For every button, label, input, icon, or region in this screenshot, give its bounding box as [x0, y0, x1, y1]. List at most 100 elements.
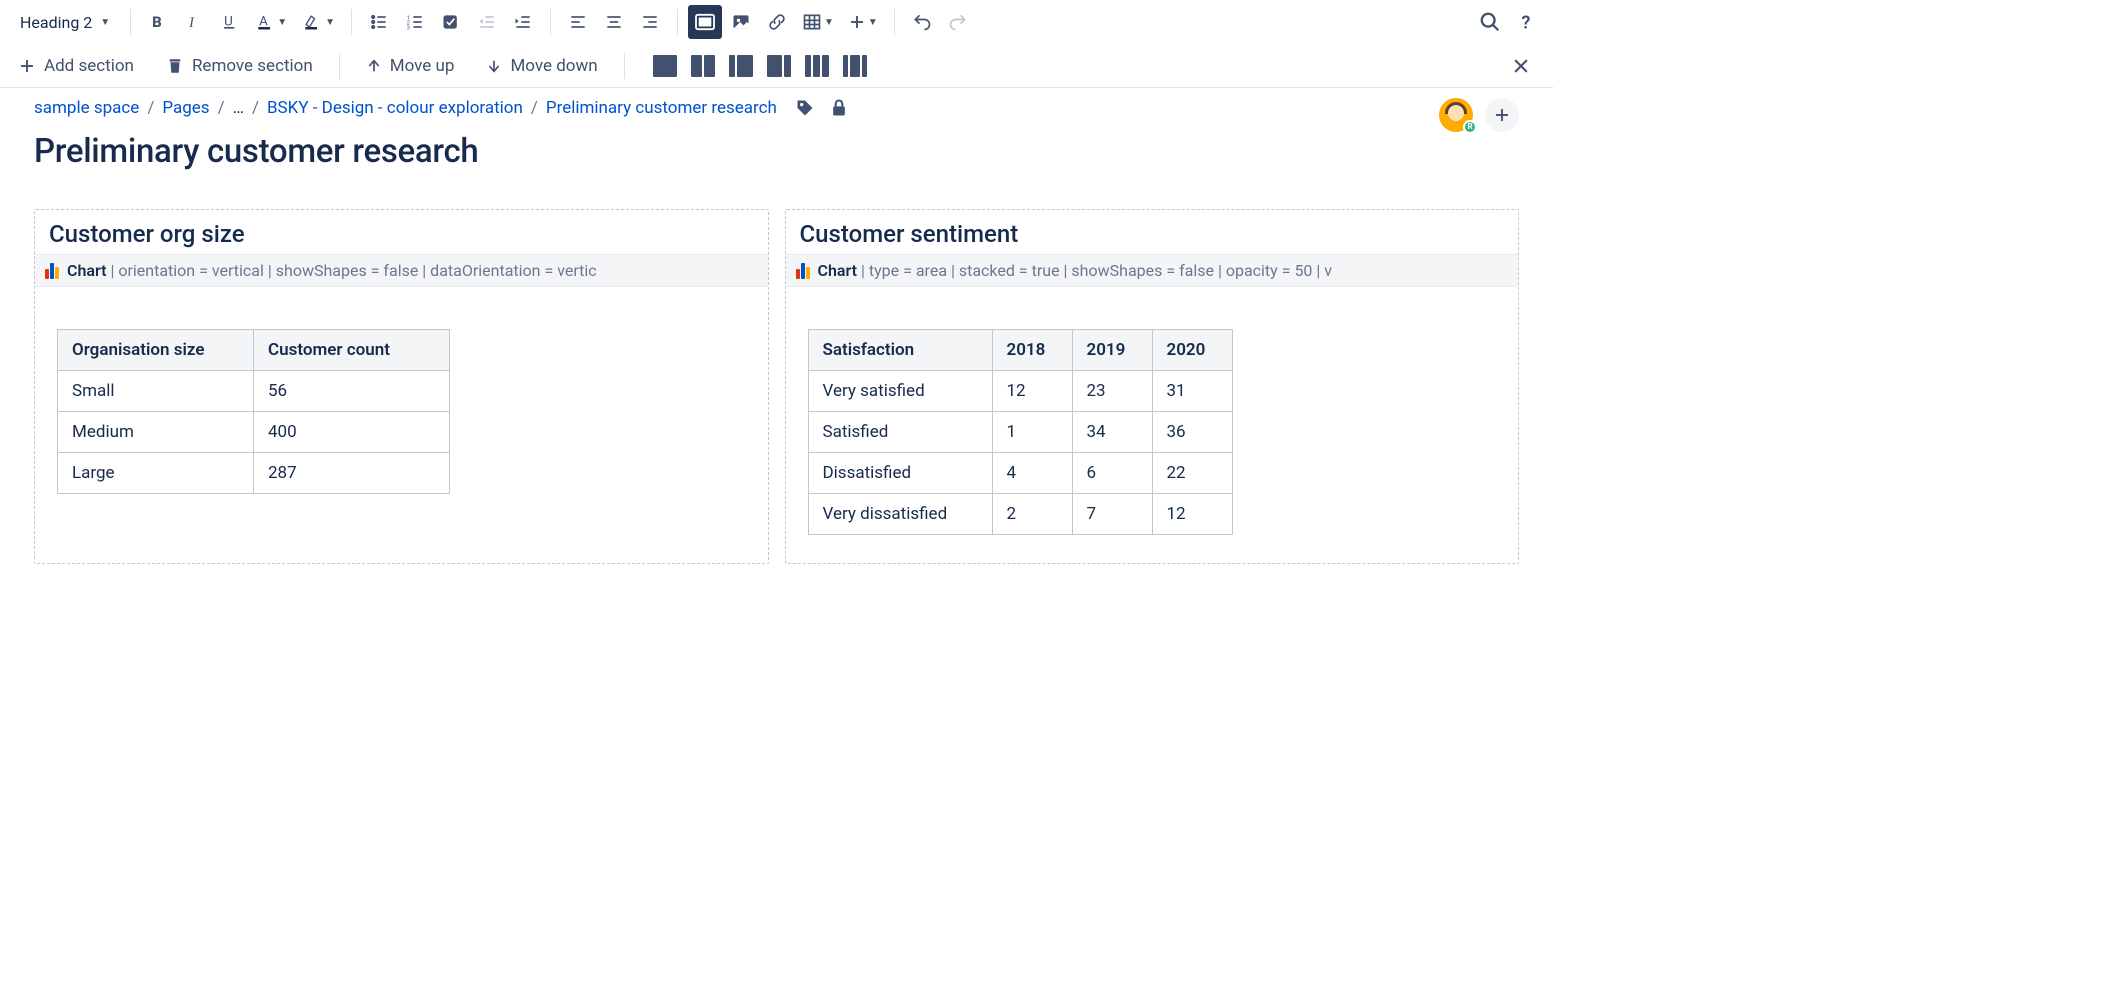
separator	[339, 53, 340, 79]
move-up-label: Move up	[390, 56, 455, 76]
text-style-dropdown[interactable]: Heading 2 ▼	[10, 5, 120, 39]
add-section-label: Add section	[44, 56, 134, 76]
layout-3col-sidebars[interactable]	[843, 55, 867, 77]
table-header: 2020	[1152, 330, 1232, 371]
format-toolbar: Heading 2 ▼ B I U A ▼ ▼ 123 ▼ ▼ ?	[0, 0, 1553, 44]
highlight-button[interactable]: ▼	[295, 5, 341, 39]
indent-button[interactable]	[506, 5, 540, 39]
panel-heading: Customer org size	[35, 210, 768, 254]
panel-heading: Customer sentiment	[786, 210, 1519, 254]
separator	[351, 9, 352, 35]
align-left-button[interactable]	[561, 5, 595, 39]
task-list-button[interactable]	[434, 5, 468, 39]
search-button[interactable]	[1473, 5, 1507, 39]
content-scroll[interactable]: sample space / Pages / … / BSKY - Design…	[0, 88, 1553, 727]
bold-button[interactable]: B	[141, 5, 175, 39]
table-row: Medium400	[58, 412, 450, 453]
svg-text:I: I	[188, 15, 195, 31]
italic-button[interactable]: I	[177, 5, 211, 39]
add-section-button[interactable]: Add section	[12, 52, 140, 80]
numbered-list-button[interactable]: 123	[398, 5, 432, 39]
org-size-table[interactable]: Organisation size Customer count Small56…	[57, 329, 450, 494]
page-layout-button[interactable]	[688, 5, 722, 39]
svg-text:?: ?	[1521, 12, 1530, 33]
page-title[interactable]: Preliminary customer research	[34, 132, 1519, 171]
outdent-button[interactable]	[470, 5, 504, 39]
remove-section-label: Remove section	[192, 56, 313, 76]
panel-sentiment[interactable]: Customer sentiment Chart | type = area |…	[785, 209, 1520, 564]
breadcrumb-sep: /	[252, 98, 259, 118]
chevron-down-icon: ▼	[325, 17, 335, 28]
labels-icon[interactable]	[795, 98, 815, 118]
insert-button[interactable]: ▼	[842, 5, 884, 39]
chart-macro-placeholder[interactable]: Chart | orientation = vertical | showSha…	[35, 254, 768, 287]
table-header: 2018	[992, 330, 1072, 371]
close-section-toolbar[interactable]	[1501, 52, 1541, 80]
redo-button[interactable]	[941, 5, 975, 39]
breadcrumb-sep: /	[218, 98, 225, 118]
section-toolbar: Add section Remove section Move up Move …	[0, 44, 1553, 88]
breadcrumb-link[interactable]: BSKY - Design - colour exploration	[267, 98, 523, 118]
breadcrumb-link[interactable]: Pages	[162, 98, 209, 118]
separator	[624, 53, 625, 79]
separator	[894, 9, 895, 35]
move-down-label: Move down	[510, 56, 597, 76]
link-button[interactable]	[760, 5, 794, 39]
remove-section-button[interactable]: Remove section	[160, 52, 319, 80]
text-style-label: Heading 2	[20, 13, 92, 32]
chevron-down-icon: ▼	[824, 17, 834, 28]
layout-1col[interactable]	[653, 55, 677, 77]
breadcrumb-current[interactable]: Preliminary customer research	[546, 98, 777, 118]
text-color-button[interactable]: A ▼	[249, 5, 293, 39]
table-header: Customer count	[254, 330, 450, 371]
breadcrumb-sep: /	[147, 98, 154, 118]
table-header: 2019	[1072, 330, 1152, 371]
layout-2col-equal[interactable]	[691, 55, 715, 77]
macro-text: Chart | type = area | stacked = true | s…	[818, 261, 1333, 280]
underline-button[interactable]: U	[213, 5, 247, 39]
table-row: Dissatisfied4622	[808, 453, 1232, 494]
move-down-button[interactable]: Move down	[480, 52, 603, 80]
table-row: Large287	[58, 453, 450, 494]
layout-2col-right[interactable]	[767, 55, 791, 77]
chevron-down-icon: ▼	[277, 17, 287, 28]
table-header: Satisfaction	[808, 330, 992, 371]
svg-text:3: 3	[407, 26, 410, 32]
chart-icon	[796, 263, 810, 279]
table-button[interactable]: ▼	[796, 5, 840, 39]
help-button[interactable]: ?	[1509, 5, 1543, 39]
chart-macro-placeholder[interactable]: Chart | type = area | stacked = true | s…	[786, 254, 1519, 287]
image-button[interactable]	[724, 5, 758, 39]
two-column-section: Customer org size Chart | orientation = …	[34, 209, 1519, 564]
layout-3col[interactable]	[805, 55, 829, 77]
align-center-button[interactable]	[597, 5, 631, 39]
macro-text: Chart | orientation = vertical | showSha…	[67, 261, 597, 280]
table-row: Satisfied13436	[808, 412, 1232, 453]
panel-org-size[interactable]: Customer org size Chart | orientation = …	[34, 209, 769, 564]
undo-button[interactable]	[905, 5, 939, 39]
chart-icon	[45, 263, 59, 279]
align-right-button[interactable]	[633, 5, 667, 39]
breadcrumb-link[interactable]: sample space	[34, 98, 139, 118]
presence-badge: R	[1463, 120, 1477, 134]
bullet-list-button[interactable]	[362, 5, 396, 39]
separator	[130, 9, 131, 35]
sentiment-table[interactable]: Satisfaction 2018 2019 2020 Very satisfi…	[808, 329, 1233, 535]
breadcrumb: sample space / Pages / … / BSKY - Design…	[34, 98, 1439, 118]
invite-button[interactable]	[1485, 98, 1519, 132]
chevron-down-icon: ▼	[100, 17, 110, 28]
layout-2col-left[interactable]	[729, 55, 753, 77]
chevron-down-icon: ▼	[868, 17, 878, 28]
separator	[550, 9, 551, 35]
table-row: Small56	[58, 371, 450, 412]
svg-text:B: B	[152, 13, 162, 31]
move-up-button[interactable]: Move up	[360, 52, 461, 80]
table-row: Very satisfied122331	[808, 371, 1232, 412]
table-header: Organisation size	[58, 330, 254, 371]
avatar-wrapper[interactable]: R	[1439, 98, 1473, 132]
breadcrumb-link[interactable]: …	[233, 98, 244, 118]
layout-switcher	[653, 55, 867, 77]
restrictions-icon[interactable]	[829, 98, 849, 118]
separator	[677, 9, 678, 35]
breadcrumb-sep: /	[531, 98, 538, 118]
